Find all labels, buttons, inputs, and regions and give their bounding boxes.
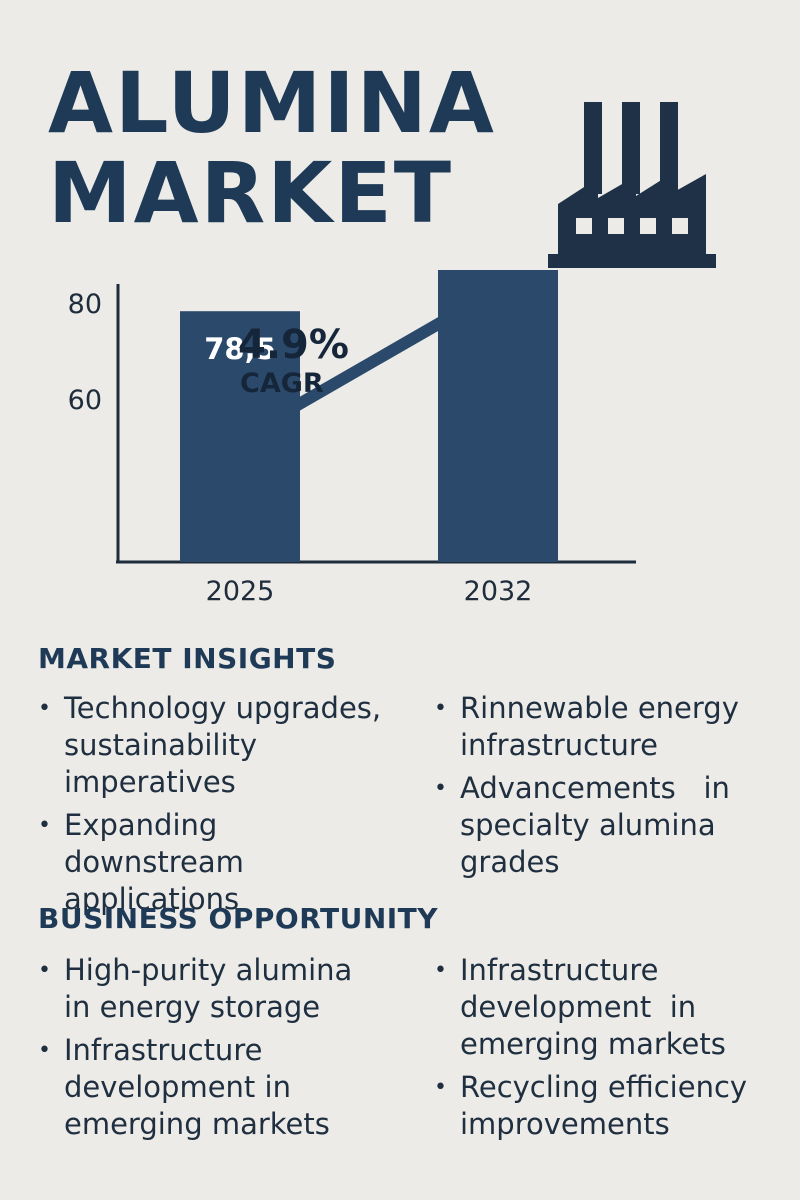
x-tick-label: 2025 — [206, 576, 275, 607]
insights-left-list: • Technology upgrades, sustainability imp… — [38, 690, 398, 924]
page-title: ALUMINA MARKET — [48, 58, 496, 238]
list-item: • Expanding downstream applications — [38, 808, 244, 916]
opportunity-heading: BUSINESS OPPORTUNITY — [38, 902, 439, 935]
list-item: • Rinnewable energy infrastructure — [434, 691, 739, 762]
factory-icon — [548, 102, 716, 268]
list-item: • Advancements in specialty alumina grade… — [434, 771, 740, 879]
cagr-label: CAGR — [240, 368, 324, 399]
list-item: • Recycling efficiency improvements — [434, 1070, 748, 1141]
list-item: • High-purity alumina in energy storage — [38, 953, 353, 1024]
insights-right-list: • Rinnewable energy infrastructure • Advan… — [434, 690, 764, 887]
bar-chart: 6080120 78,52025109,72032 4.9% CAGR — [68, 270, 636, 607]
y-tick-label: 80 — [68, 289, 102, 320]
title-line-1: ALUMINA — [48, 54, 496, 152]
list-item: • Technology upgrades, sustainability imp… — [38, 691, 382, 799]
bar-value-label: 78,5 — [204, 332, 276, 366]
trend-arrow-icon — [265, 290, 498, 428]
y-tick-label: 60 — [68, 385, 102, 416]
insights-heading: MARKET INSIGHTS — [38, 642, 337, 675]
x-tick-label: 2032 — [464, 576, 533, 607]
opportunity-left-list: • High-purity alumina in energy storage •… — [38, 952, 368, 1149]
title-line-2: MARKET — [48, 144, 454, 242]
list-item: • Infrastructure development in emerging … — [434, 953, 726, 1061]
opportunity-right-list: • Infrastructure development in emerging … — [434, 952, 764, 1149]
cagr-value: 4.9% — [238, 322, 349, 368]
list-item: • Infrastructure development in emerging … — [38, 1033, 330, 1141]
bar-2025 — [180, 311, 300, 562]
